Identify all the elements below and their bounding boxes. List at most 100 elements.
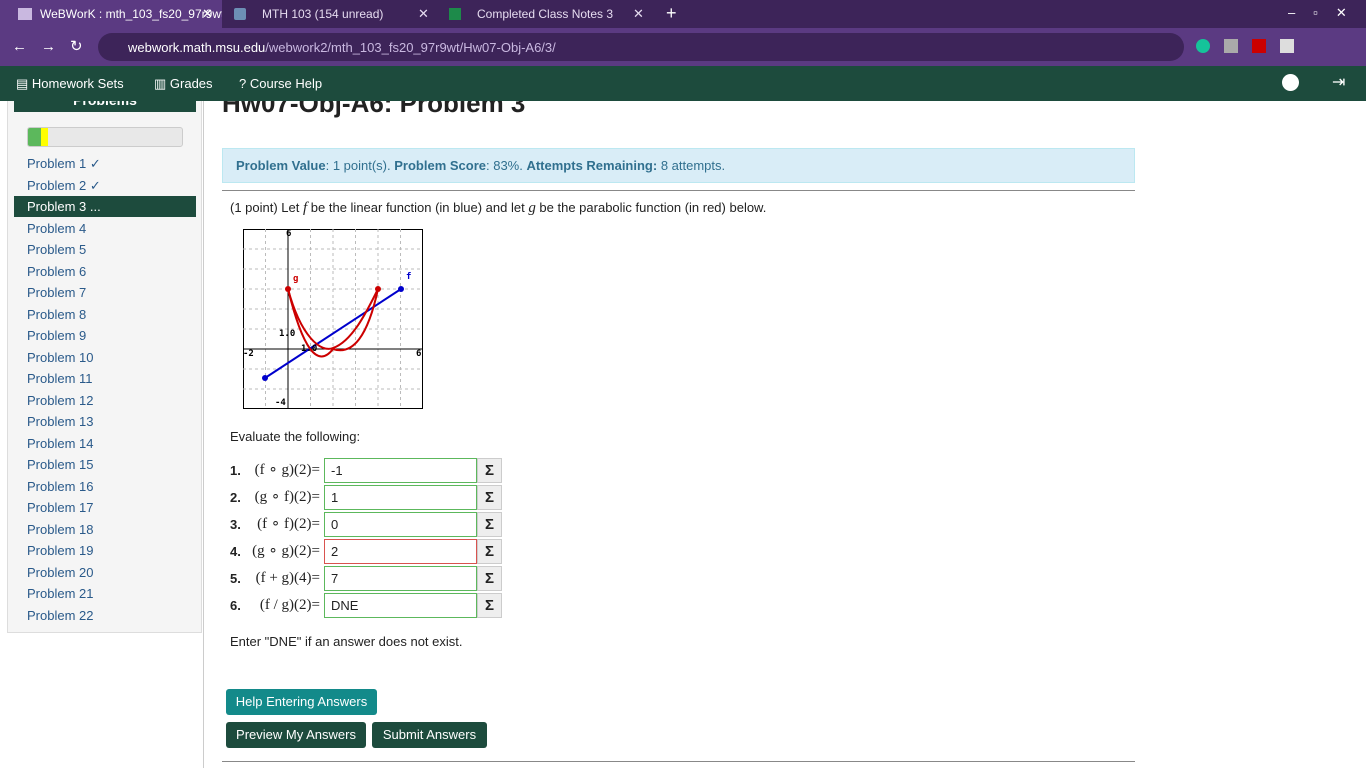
rule (222, 761, 1135, 762)
graph-label: 6 (286, 229, 292, 239)
tab-bar (0, 0, 1366, 28)
problem-link[interactable]: Problem 2 ✓ (27, 177, 101, 193)
rule (222, 190, 1135, 191)
window-controls[interactable]: –▫✕ (1288, 5, 1365, 20)
sidebar (7, 101, 202, 633)
answer-expression: (g ∘ f)(2)= (254, 489, 320, 505)
problem-link[interactable]: Problem 16 (27, 478, 94, 494)
problem-link[interactable]: Problem 7 (27, 285, 87, 300)
answer-input[interactable]: 0 (324, 512, 477, 537)
tab-close[interactable]: ✕ (418, 6, 429, 21)
graph-label: 1.0 (279, 329, 296, 339)
graph-label: -2 (243, 349, 254, 359)
problem-link[interactable]: Problem 5 (27, 242, 87, 257)
equation-editor-button[interactable]: Σ (477, 458, 502, 483)
problem-link[interactable]: Problem 6 (27, 263, 87, 279)
tab-close[interactable]: ✕ (633, 6, 644, 21)
answer-expression: (f ∘ g)(2)= (254, 462, 320, 478)
problem-link[interactable]: Problem 8 (27, 306, 87, 322)
user-icon[interactable] (1282, 74, 1299, 91)
submit-button[interactable]: Submit Answers (372, 722, 487, 748)
progress-bar (27, 127, 183, 147)
problem-link[interactable]: Problem 1 ✓ (27, 156, 101, 171)
evaluate-text: Evaluate the following: (230, 429, 361, 444)
preview-button[interactable]: Preview My Answers (226, 722, 366, 748)
problem-link[interactable]: Problem 3 ... (14, 196, 196, 217)
problem-link[interactable]: Problem 18 (27, 521, 94, 537)
problem-link[interactable]: Problem 20 (27, 564, 94, 580)
answer-input[interactable]: 2 (324, 539, 477, 564)
help-button[interactable]: Help Entering Answers (226, 689, 377, 715)
page-title: Hw07-Obj-A6: Problem 3 (222, 88, 526, 118)
nav-buttons[interactable]: ←→↻ (12, 38, 97, 55)
answer-input[interactable]: 7 (324, 566, 477, 591)
graph-label: -4 (275, 398, 286, 408)
problem-link[interactable]: Problem 14 (27, 435, 94, 451)
answer-number: 1. (230, 463, 241, 478)
intro-text: (1 point) Let (230, 200, 303, 215)
info-label: Problem Score (394, 158, 486, 173)
problem-link[interactable]: Problem 9 (27, 328, 87, 343)
tab[interactable]: Completed Class Notes 3 (437, 0, 652, 28)
problem-link[interactable]: Problem 11 (27, 371, 93, 386)
note: Enter "DNE" if an answer does not exist. (230, 634, 463, 649)
nav-bar (0, 66, 1366, 101)
tab-title: Completed Class Notes 3 (477, 7, 614, 21)
problem-link[interactable]: Problem 12 (27, 392, 94, 408)
answer-expression: (f + g)(4)= (255, 570, 320, 586)
intro-text: be the parabolic function (in red) below… (535, 200, 767, 215)
answer-expression: (f / g)(2)= (259, 597, 320, 613)
info-text: 8 attempts. (657, 158, 726, 173)
answer-input[interactable]: -1 (324, 458, 477, 483)
extensions[interactable] (1196, 39, 1346, 55)
problem-link[interactable]: Problem 13 (27, 414, 94, 429)
graph-label: 1.0 (301, 344, 318, 354)
graph-label: 6 (416, 349, 422, 359)
tab[interactable]: WeBWorK : mth_103_fs20_97r9wt (0, 0, 222, 28)
graph-label: g (293, 274, 299, 284)
url: webwork.math.msu.edu/webwork2/mth_103_fs… (128, 40, 556, 55)
answer-number: 4. (230, 544, 241, 559)
info-text: : 83%. (486, 158, 527, 173)
problem-link[interactable]: Problem 4 (27, 220, 87, 236)
problem-link[interactable]: Problem 21 (27, 586, 94, 601)
info-label: Problem Value (236, 158, 326, 173)
problem-link[interactable]: Problem 19 (27, 543, 94, 558)
equation-editor-button[interactable]: Σ (477, 485, 502, 510)
tab-title: MTH 103 (154 unread) (262, 7, 384, 21)
address-bar[interactable] (98, 33, 1184, 61)
answer-number: 2. (230, 490, 241, 505)
problem-link[interactable]: Problem 17 (27, 500, 94, 515)
new-tab[interactable]: + (666, 3, 677, 23)
tab[interactable]: MTH 103 (154 unread) (222, 0, 437, 28)
divider (203, 101, 204, 768)
tab-title: WeBWorK : mth_103_fs20_97r9wt (40, 7, 222, 21)
math-var: f (303, 200, 308, 216)
problem-link[interactable]: Problem 10 (27, 349, 94, 365)
problem-link[interactable]: Problem 22 (27, 607, 94, 623)
equation-editor-button[interactable]: Σ (477, 539, 502, 564)
info-box: Problem Value: 1 point(s). Problem Score… (222, 148, 1135, 183)
nav-item[interactable]: ▤ Homework Sets (16, 76, 124, 91)
nav-item[interactable]: ? Course Help (239, 76, 323, 91)
graph-label: f (406, 272, 412, 282)
answer-number: 6. (230, 598, 241, 613)
answer-expression: (g ∘ g)(2)= (252, 543, 320, 559)
intro: (1 point) Let f be the linear function (… (230, 200, 766, 217)
intro-text: be the linear function (in blue) and let (307, 200, 529, 215)
answer-number: 5. (230, 571, 241, 586)
info-text: : 1 point(s). (325, 158, 395, 173)
tab-icon (449, 8, 461, 20)
problem-link[interactable]: Problem 15 (27, 457, 94, 472)
nav-item[interactable]: ▥ Grades (154, 76, 213, 91)
answer-input[interactable]: DNE (324, 593, 477, 618)
equation-editor-button[interactable]: Σ (477, 593, 502, 618)
equation-editor-button[interactable]: Σ (477, 566, 502, 591)
answer-input[interactable]: 1 (324, 485, 477, 510)
logout-icon[interactable]: ⇥ (1332, 74, 1346, 91)
tab-close[interactable]: ✕ (202, 6, 213, 21)
answer-number: 3. (230, 517, 241, 532)
answer-expression: (f ∘ f)(2)= (257, 516, 320, 532)
equation-editor-button[interactable]: Σ (477, 512, 502, 537)
